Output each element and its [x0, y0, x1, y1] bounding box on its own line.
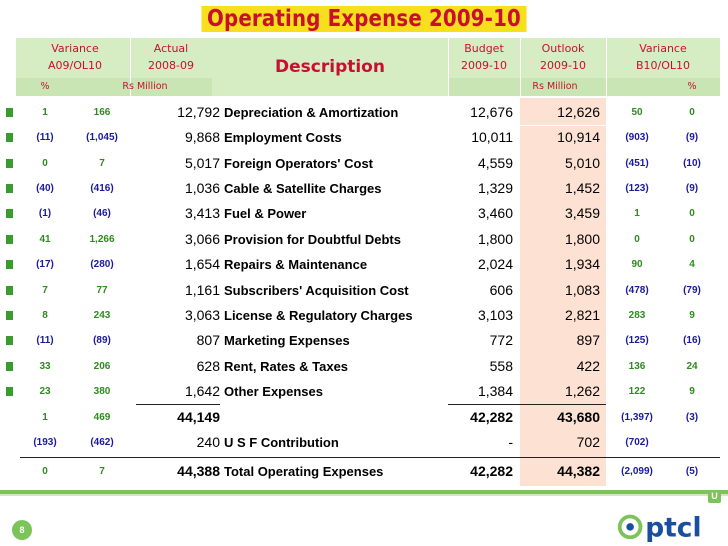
bullet-icon [6, 133, 13, 142]
bullet-icon [6, 286, 13, 295]
table-row: 8 243 3,063 License & Regulatory Charges… [0, 303, 728, 328]
actual-header: Actual 2008-09 [148, 42, 194, 72]
logo-text: ptcl [645, 512, 701, 542]
table-row: (1) (46) 3,413 Fuel & Power 3,460 3,459 … [0, 201, 728, 226]
row-divider [16, 125, 720, 126]
subtotal-rule [448, 404, 606, 405]
table-row: (17) (280) 1,654 Repairs & Maintenance 2… [0, 252, 728, 277]
header-divider [448, 38, 449, 96]
footer-bar [0, 490, 728, 494]
unit-left-label: Rs Million [122, 81, 168, 92]
pct-right-label: % [687, 81, 697, 92]
header-divider [130, 38, 131, 96]
outlook-column-highlight [520, 98, 606, 486]
pct-left-label: % [40, 81, 50, 92]
table-row: 41 1,266 3,066 Provision for Doubtful De… [0, 227, 728, 252]
bullet-icon [6, 260, 13, 269]
ptcl-logo: ptcl [617, 512, 702, 542]
table-row: 0 7 5,017 Foreign Operators' Cost 4,559 … [0, 151, 728, 176]
bullet-icon [6, 159, 13, 168]
bullet-icon [6, 184, 13, 193]
table-row: (11) (1,045) 9,868 Employment Costs 10,0… [0, 125, 728, 150]
table-row: (11) (89) 807 Marketing Expenses 772 897… [0, 328, 728, 353]
bullet-icon [6, 362, 13, 371]
table-row: 7 77 1,161 Subscribers' Acquisition Cost… [0, 278, 728, 303]
bullet-icon [6, 336, 13, 345]
table-row: (40) (416) 1,036 Cable & Satellite Charg… [0, 176, 728, 201]
footer-bar-light [0, 494, 728, 496]
outlook-header: Outlook 2009-10 [540, 42, 586, 72]
table-row: 23 380 1,642 Other Expenses 1,384 1,262 … [0, 379, 728, 404]
total-row: 0 7 44,388 Total Operating Expenses 42,2… [42, 463, 699, 479]
bullet-icon [6, 311, 13, 320]
usf-row: (193) (462) 240 U S F Contribution - 702… [33, 434, 649, 450]
page-title: Operating Expense 2009-10 [51, 2, 677, 36]
budget-header: Budget 2009-10 [461, 42, 507, 72]
page-number: 8 [12, 520, 32, 540]
variance-left-header: Variance A09/OL10 [47, 42, 102, 72]
table-row: 33 206 628 Rent, Rates & Taxes 558 422 1… [0, 354, 728, 379]
bullet-icon [6, 235, 13, 244]
bullet-icon [6, 108, 13, 117]
logo-dot-icon [626, 523, 634, 531]
logo-ring-icon [617, 514, 643, 540]
variance-right-header: Variance B10/OL10 [635, 42, 691, 72]
subtotal-row: 1 469 44,149 42,282 43,680 (1,397) (3) [42, 409, 699, 425]
header-divider [520, 38, 521, 96]
table-row: 1 166 12,792 Depreciation & Amortization… [0, 100, 728, 125]
header-divider [606, 38, 607, 96]
unit-right-label: Rs Million [532, 81, 578, 92]
total-rule [20, 457, 720, 458]
corner-logo-icon: U [708, 490, 721, 503]
subtotal-rule [136, 404, 220, 405]
bullet-icon [6, 209, 13, 218]
description-header: Description [212, 38, 448, 96]
bullet-icon [6, 387, 13, 396]
